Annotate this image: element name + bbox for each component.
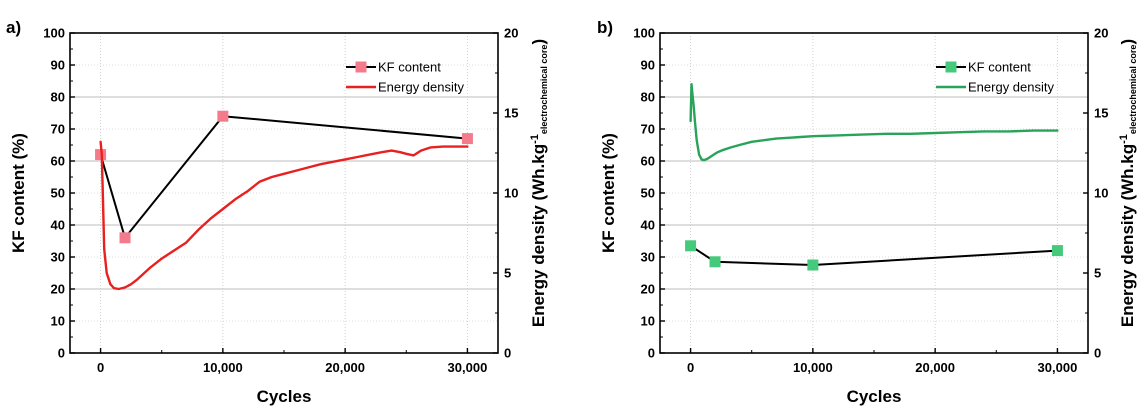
y-tick-label: 40 [641,218,655,233]
y2-title-sub: electrochemical core [1128,45,1138,135]
y2-tick-label: 15 [1094,106,1108,121]
y-tick-label: 70 [51,122,65,137]
legend: KF content Energy density [346,60,464,95]
y-axis-title: KF content (%) [599,133,618,253]
y-tick-label: 90 [51,58,65,73]
y2-tick-label: 20 [504,26,518,41]
y-tick-label: 80 [51,90,65,105]
y-tick-label: 60 [641,154,655,169]
series-line [689,82,1059,162]
y2-tick-label: 20 [1094,26,1108,41]
y-tick-label: 10 [641,314,655,329]
y-tick-label: 40 [51,218,65,233]
y-tick-label: 20 [51,282,65,297]
series-line [99,115,469,239]
y2-title-main: Energy density (Wh.kg [529,144,548,327]
series-line [689,244,1059,266]
y2-axis-title: Energy density (Wh.kg-1electrochemical c… [529,39,549,327]
series-kf-content [95,110,473,244]
y2-axis-title: Energy density (Wh.kg-1electrochemical c… [1118,39,1138,327]
x-axis-title: Cycles [847,387,902,406]
data-point [709,256,721,268]
data-point [95,149,107,161]
y2-tick-label: 15 [504,106,518,121]
data-point [461,133,473,145]
legend-entry: Energy density [936,80,1054,95]
y-tick-label: 70 [641,122,655,137]
y2-title-close: ) [1118,39,1137,45]
legend-swatch-marker [945,61,957,73]
y-tick-label: 0 [648,346,655,361]
legend-label: KF content [378,60,441,75]
y-tick-label: 30 [51,250,65,265]
y-axis-title: KF content (%) [9,133,28,253]
x-tick-label: 0 [97,360,104,375]
x-tick-label: 10,000 [793,360,833,375]
y-tick-label: 50 [641,186,655,201]
y2-title-sup: -1 [1118,134,1130,144]
series-energy-density [99,140,469,291]
x-tick-label: 10,000 [203,360,243,375]
series-line [99,140,469,291]
y-tick-label: 100 [633,26,655,41]
x-tick-label: 20,000 [325,360,365,375]
y-tick-label: 20 [641,282,655,297]
data-point [1051,245,1063,257]
legend-entry: Energy density [346,80,464,95]
series-kf-content [685,240,1063,271]
x-tick-label: 20,000 [915,360,955,375]
gridlines [660,33,1088,353]
chart-panel-1: 0 10 20 30 40 50 60 70 80 90 100 0 5 10 15 20 0 10,000 20,… [6,18,549,406]
x-tick-label: 30,000 [1038,360,1078,375]
data-point [807,259,819,271]
y2-tick-label: 0 [1094,346,1101,361]
x-tick-label: 0 [687,360,694,375]
legend-swatch-marker [355,61,367,73]
data-point [685,240,697,252]
y-tick-label: 50 [51,186,65,201]
y-tick-label: 0 [58,346,65,361]
legend-label: Energy density [378,80,464,95]
y2-tick-label: 10 [1094,186,1108,201]
y-tick-label: 10 [51,314,65,329]
y-tick-label: 80 [641,90,655,105]
y2-title-sup: -1 [529,134,541,144]
y-tick-label: 100 [43,26,65,41]
y2-title-main: Energy density (Wh.kg [1118,144,1137,327]
y2-tick-label: 5 [1094,266,1101,281]
legend-entry: KF content [346,60,441,75]
data-point [119,232,131,244]
panel-label: a) [6,18,21,37]
y2-title-sub: electrochemical core [539,45,549,135]
legend-label: KF content [968,60,1031,75]
series-energy-density [689,82,1059,162]
y-tick-label: 30 [641,250,655,265]
data-point [217,110,229,122]
x-tick-label: 30,000 [448,360,488,375]
legend: KF content Energy density [936,60,1054,95]
panel-label: b) [597,18,613,37]
y-tick-label: 60 [51,154,65,169]
chart-panel-2: 0 10 20 30 40 50 60 70 80 90 100 0 5 10 15 20 0 10,000 20,… [597,18,1138,406]
legend-label: Energy density [968,80,1054,95]
y2-tick-label: 10 [504,186,518,201]
gridlines [70,33,498,353]
y2-tick-label: 5 [504,266,511,281]
y-tick-label: 90 [641,58,655,73]
y2-title-close: ) [529,39,548,45]
x-axis-title: Cycles [257,387,312,406]
legend-entry: KF content [936,60,1031,75]
y2-tick-label: 0 [504,346,511,361]
